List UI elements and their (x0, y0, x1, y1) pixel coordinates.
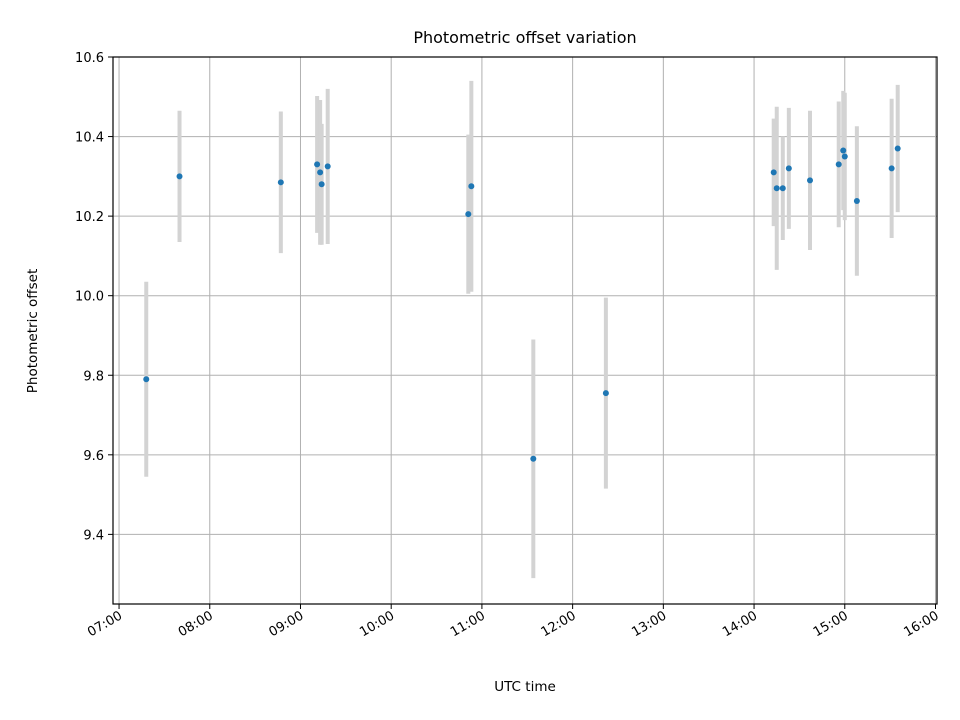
data-point (835, 161, 842, 168)
data-point (314, 161, 321, 168)
data-point (773, 185, 780, 192)
data-point (806, 177, 813, 184)
data-point (602, 390, 609, 397)
y-tick-label: 10.6 (75, 51, 104, 66)
data-point (770, 169, 777, 176)
data-point (176, 173, 183, 180)
data-point (841, 153, 848, 160)
chart-title: Photometric offset variation (413, 28, 636, 47)
x-tick-label: 16:00 (902, 608, 942, 640)
x-tick-label: 11:00 (448, 608, 488, 640)
x-tick-label: 07:00 (85, 608, 125, 640)
y-tick-label: 10.0 (75, 290, 104, 305)
plot-frame (112, 56, 938, 605)
data-point (785, 165, 792, 172)
data-point (530, 455, 537, 462)
data-point (277, 179, 284, 186)
y-tick-label: 10.4 (75, 131, 104, 146)
y-tick-label: 9.6 (83, 449, 104, 464)
grid-lines (113, 56, 937, 604)
data-point (318, 181, 325, 188)
x-tick-label: 12:00 (539, 608, 579, 640)
data-point (894, 145, 901, 152)
data-point (779, 185, 786, 192)
y-tick-label: 10.2 (75, 210, 104, 225)
data-point (143, 376, 150, 383)
y-tick-label: 9.4 (83, 528, 104, 543)
data-point (888, 165, 895, 172)
x-tick-label: 08:00 (176, 608, 216, 640)
y-tick-label: 9.8 (83, 369, 104, 384)
error-bars (144, 80, 900, 579)
x-axis-ticks: 07:00 08:00 09:00 10:00 11:00 12:00 13:00 14:00… (85, 604, 941, 640)
x-axis-label: UTC time (494, 679, 556, 695)
x-tick-label: 13:00 (629, 608, 669, 640)
data-point (465, 211, 472, 218)
x-tick-label: 10:00 (357, 608, 397, 640)
data-point (317, 169, 324, 176)
x-tick-label: 14:00 (720, 608, 760, 640)
data-point (324, 163, 331, 170)
x-tick-label: 09:00 (267, 608, 307, 640)
y-axis-ticks: 9.4 9.6 9.8 10.0 10.2 10.4 10.6 (75, 51, 113, 543)
data-point (840, 147, 847, 154)
data-points (143, 145, 901, 462)
y-axis-label: Photometric offset (25, 269, 41, 393)
data-point (468, 183, 475, 190)
x-tick-label: 15:00 (811, 608, 851, 640)
data-point (853, 198, 860, 205)
